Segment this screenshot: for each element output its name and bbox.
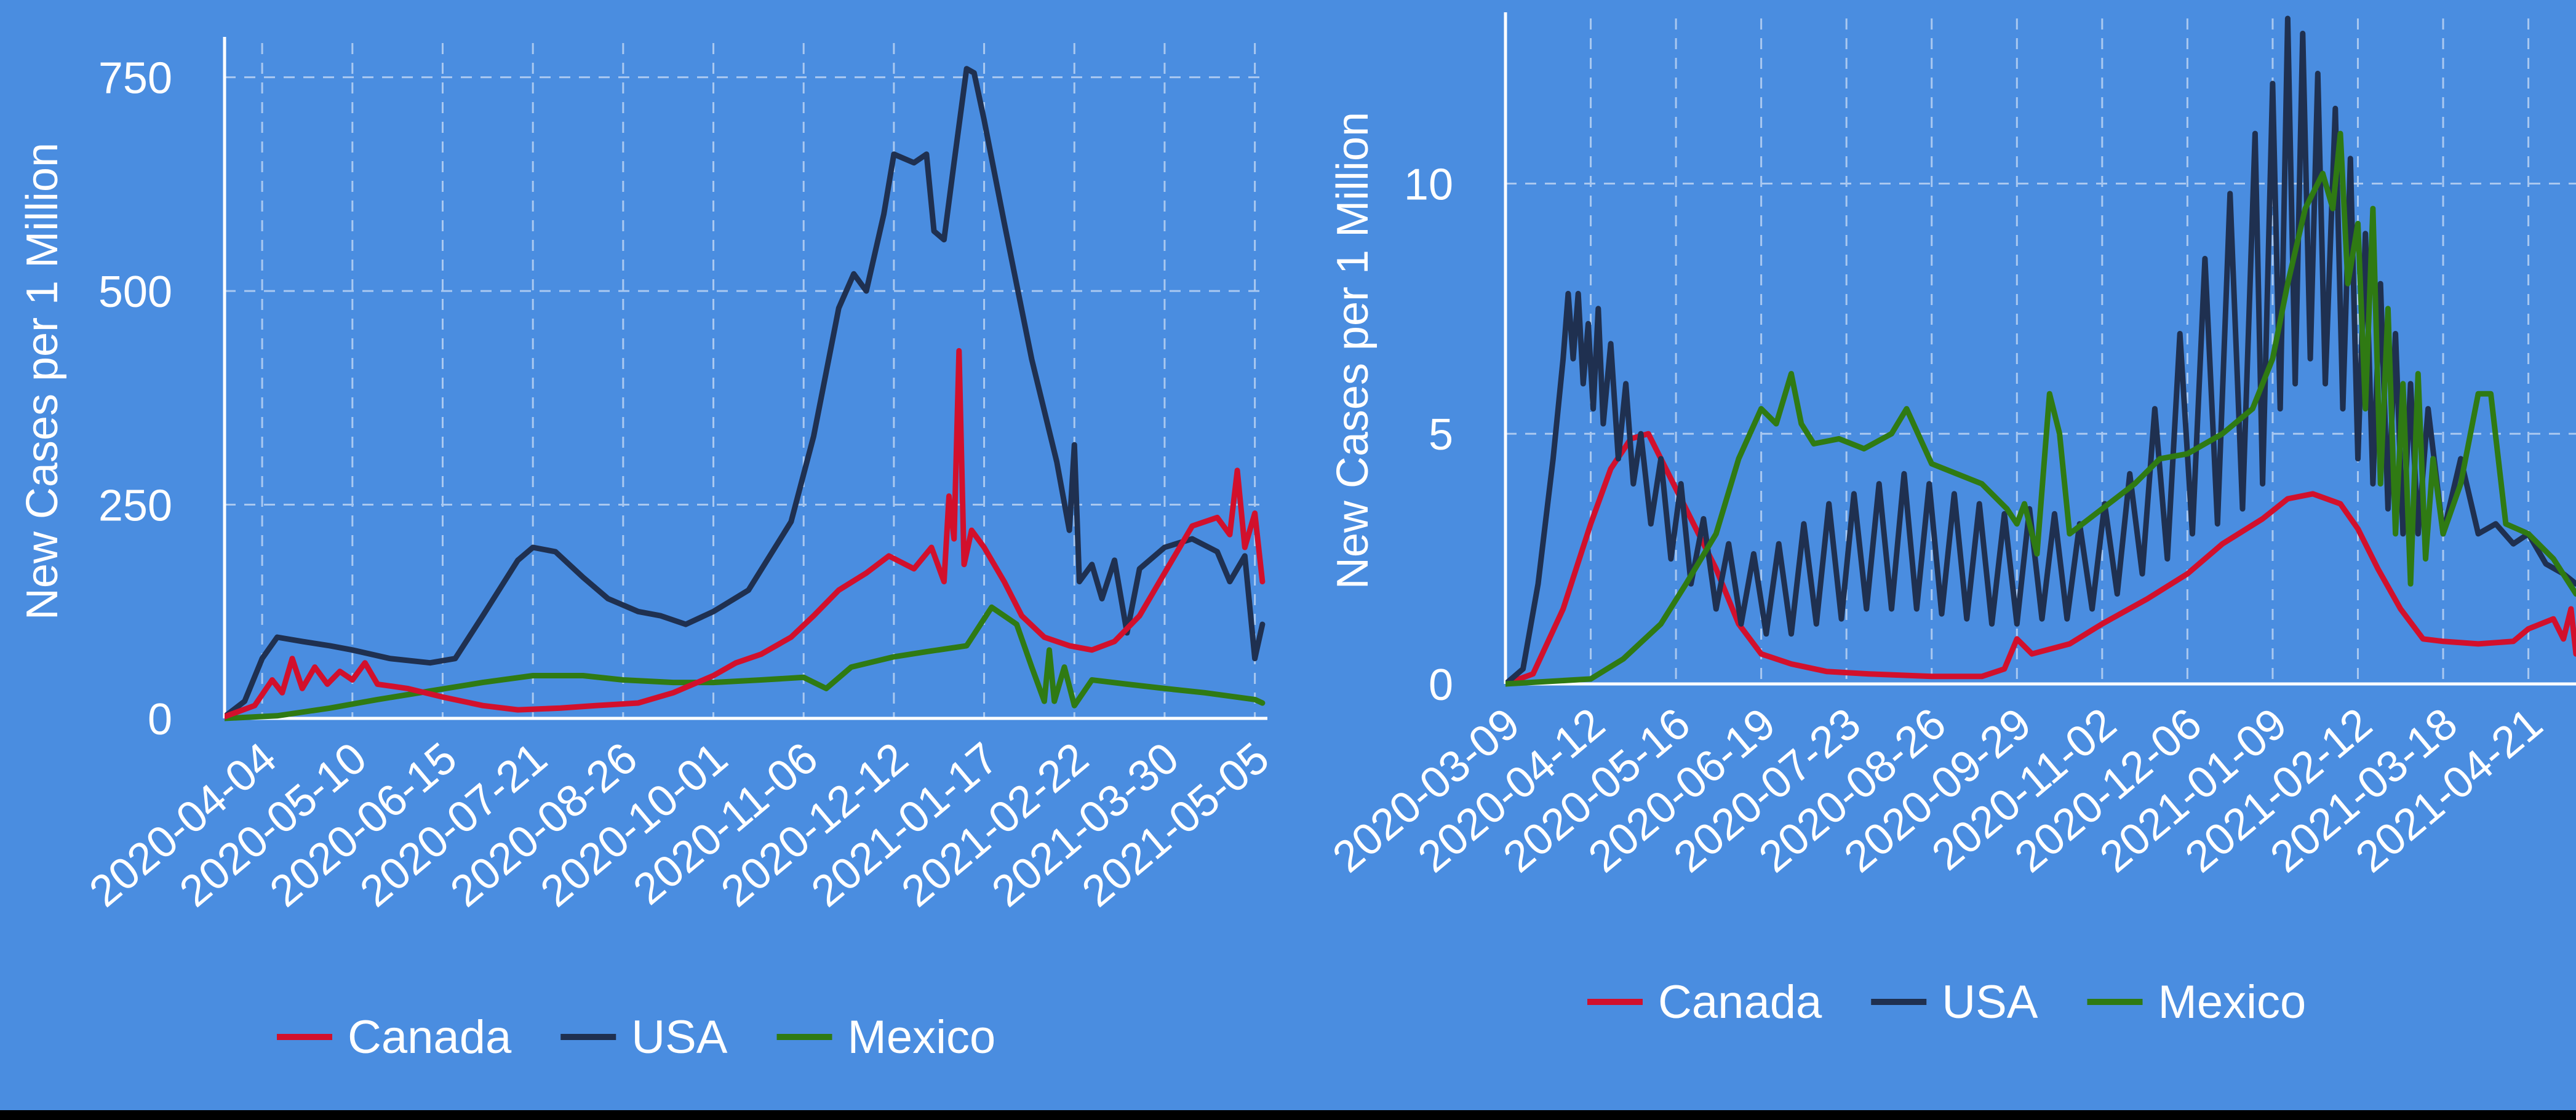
chart2-ytick-label: 10 xyxy=(1404,160,1453,209)
chart2-ytick-label: 0 xyxy=(1429,661,1453,710)
legend-label-mexico: Mexico xyxy=(2158,976,2307,1028)
legend-label-usa: USA xyxy=(631,1011,728,1063)
chart2-series-usa xyxy=(1505,15,2576,687)
chart1-ytick-label: 250 xyxy=(98,482,172,531)
chart2-y-axis-label: New Cases per 1 Million xyxy=(1328,112,1378,589)
chart1-ytick-label: 750 xyxy=(98,54,172,103)
chart1-ytick-label: 0 xyxy=(148,695,172,744)
chart1-series-canada xyxy=(225,348,1266,720)
chart1-y-axis-label: New Cases per 1 Million xyxy=(18,143,67,620)
legend-label-canada: Canada xyxy=(348,1011,512,1063)
chart1-series-mexico xyxy=(225,604,1266,721)
legend-label-canada: Canada xyxy=(1658,976,1822,1028)
chart1-ytick-label: 500 xyxy=(98,268,172,317)
chart1-series-usa xyxy=(225,66,1266,720)
legend-label-usa: USA xyxy=(1942,976,2038,1028)
chart2-series-mexico xyxy=(1505,130,2576,687)
chart2-ytick-label: 5 xyxy=(1429,410,1453,459)
legend-label-mexico: Mexico xyxy=(848,1011,996,1063)
